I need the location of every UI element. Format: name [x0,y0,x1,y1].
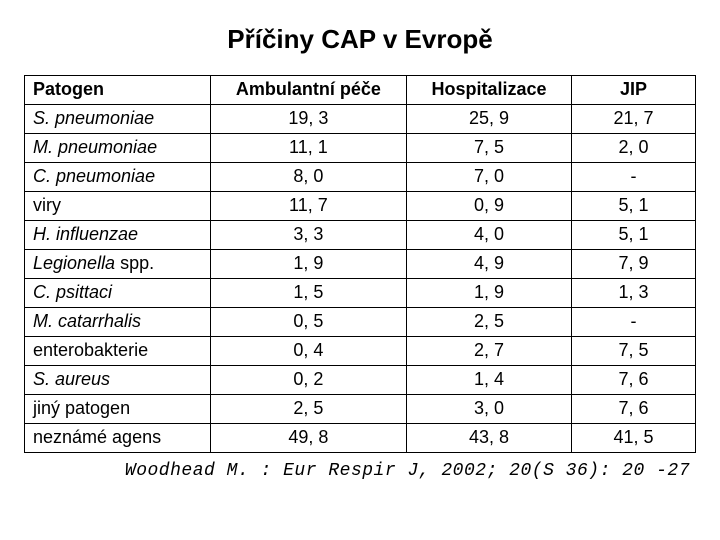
cell-pathogen: M. pneumoniae [25,134,211,163]
table-row: jiný patogen2, 53, 07, 6 [25,395,696,424]
cell-hosp: 25, 9 [406,105,571,134]
cell-hosp: 0, 9 [406,192,571,221]
table-row: C. pneumoniae8, 07, 0- [25,163,696,192]
slide: Příčiny CAP v Evropě Patogen Ambulantní … [0,0,720,540]
cell-pathogen: enterobakterie [25,337,211,366]
cell-hosp: 4, 9 [406,250,571,279]
cell-pathogen: H. influenzae [25,221,211,250]
cell-jip: 21, 7 [572,105,696,134]
cell-jip: 1, 3 [572,279,696,308]
cell-pathogen: C. pneumoniae [25,163,211,192]
cell-amb: 11, 7 [210,192,406,221]
table-row: S. pneumoniae19, 325, 921, 7 [25,105,696,134]
cell-hosp: 7, 0 [406,163,571,192]
cell-jip: 2, 0 [572,134,696,163]
cell-jip: 7, 9 [572,250,696,279]
cell-pathogen: neznámé agens [25,424,211,453]
cell-hosp: 43, 8 [406,424,571,453]
cell-jip: 41, 5 [572,424,696,453]
cell-hosp: 7, 5 [406,134,571,163]
cell-amb: 0, 2 [210,366,406,395]
cell-jip: 5, 1 [572,192,696,221]
cell-pathogen: C. psittaci [25,279,211,308]
cell-jip: 5, 1 [572,221,696,250]
cell-amb: 1, 9 [210,250,406,279]
cell-amb: 19, 3 [210,105,406,134]
cell-amb: 8, 0 [210,163,406,192]
cell-hosp: 1, 9 [406,279,571,308]
table-header-row: Patogen Ambulantní péče Hospitalizace JI… [25,76,696,105]
cell-jip: 7, 6 [572,366,696,395]
cell-jip: 7, 5 [572,337,696,366]
cell-pathogen: Legionella spp. [25,250,211,279]
cell-hosp: 3, 0 [406,395,571,424]
table-row: S. aureus0, 21, 47, 6 [25,366,696,395]
cell-amb: 49, 8 [210,424,406,453]
table-row: M. catarrhalis0, 52, 5- [25,308,696,337]
col-header-pathogen: Patogen [25,76,211,105]
cell-amb: 1, 5 [210,279,406,308]
table-body: S. pneumoniae19, 325, 921, 7M. pneumonia… [25,105,696,453]
cell-amb: 0, 4 [210,337,406,366]
table-row: viry11, 70, 95, 1 [25,192,696,221]
citation: Woodhead M. : Eur Respir J, 2002; 20(S 3… [24,461,696,481]
table-row: enterobakterie0, 42, 77, 5 [25,337,696,366]
cell-pathogen: M. catarrhalis [25,308,211,337]
cell-hosp: 2, 5 [406,308,571,337]
col-header-amb: Ambulantní péče [210,76,406,105]
table-row: C. psittaci1, 51, 91, 3 [25,279,696,308]
cell-hosp: 4, 0 [406,221,571,250]
cell-amb: 2, 5 [210,395,406,424]
cell-amb: 11, 1 [210,134,406,163]
cell-amb: 0, 5 [210,308,406,337]
cell-pathogen: jiný patogen [25,395,211,424]
cell-pathogen: S. pneumoniae [25,105,211,134]
table-row: Legionella spp.1, 94, 97, 9 [25,250,696,279]
slide-title: Příčiny CAP v Evropě [24,24,696,55]
cell-hosp: 2, 7 [406,337,571,366]
cell-hosp: 1, 4 [406,366,571,395]
cell-jip: 7, 6 [572,395,696,424]
cell-jip: - [572,308,696,337]
pathogen-table: Patogen Ambulantní péče Hospitalizace JI… [24,75,696,453]
cell-pathogen: viry [25,192,211,221]
col-header-jip: JIP [572,76,696,105]
table-row: neznámé agens49, 843, 841, 5 [25,424,696,453]
cell-amb: 3, 3 [210,221,406,250]
table-row: H. influenzae3, 34, 05, 1 [25,221,696,250]
table-row: M. pneumoniae11, 17, 52, 0 [25,134,696,163]
cell-jip: - [572,163,696,192]
col-header-hosp: Hospitalizace [406,76,571,105]
cell-pathogen: S. aureus [25,366,211,395]
